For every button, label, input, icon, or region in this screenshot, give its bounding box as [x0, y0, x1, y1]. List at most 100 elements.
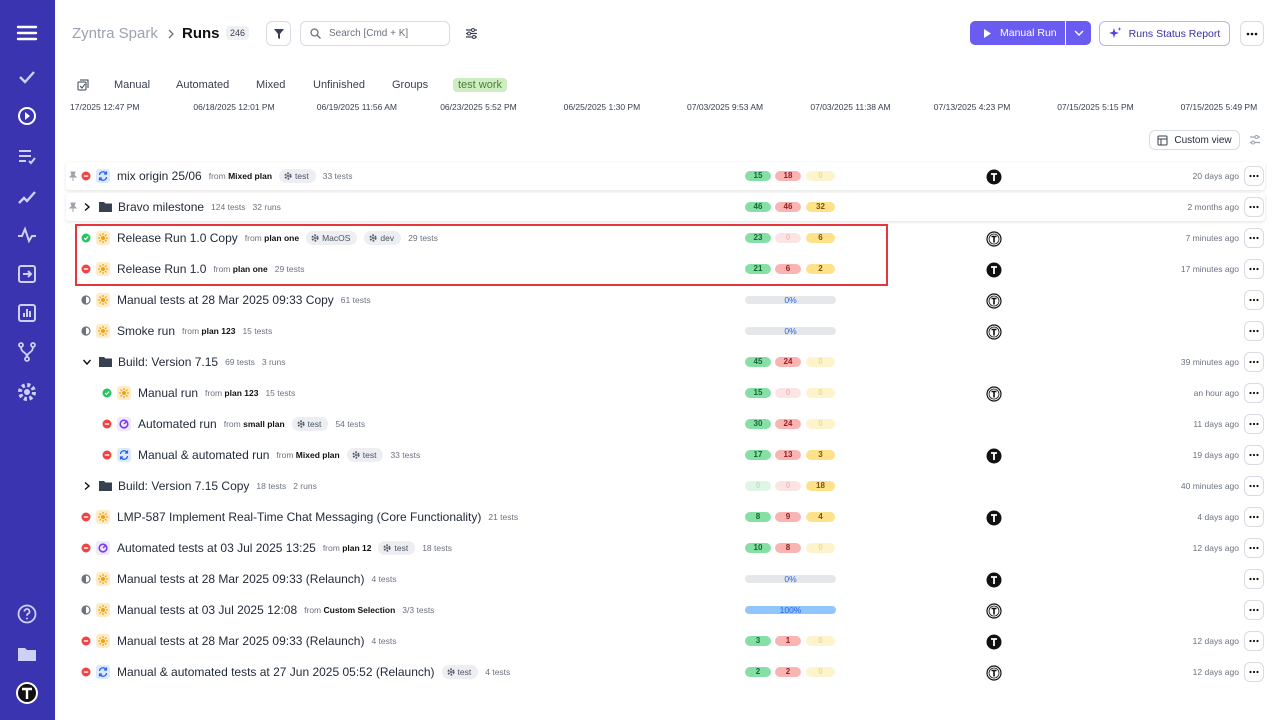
- test-count: 4 tests: [485, 667, 511, 677]
- run-name[interactable]: Automated run: [138, 417, 217, 431]
- row-more-button[interactable]: [1244, 259, 1264, 279]
- row-more-button[interactable]: [1244, 321, 1264, 341]
- run-row[interactable]: Manual & automated tests at 27 Jun 2025 …: [0, 657, 1280, 687]
- user-avatar[interactable]: [15, 681, 39, 705]
- nav-analytics[interactable]: [16, 302, 38, 324]
- collapse-chevron: [82, 359, 92, 366]
- row-info: mix origin 25/06 from Mixed plan test 33 te…: [117, 161, 353, 191]
- header-more-button[interactable]: [1240, 21, 1264, 46]
- run-row[interactable]: mix origin 25/06 from Mixed plan test 33 te…: [0, 161, 1280, 191]
- row-more-button[interactable]: [1244, 166, 1264, 186]
- row-more-button[interactable]: [1244, 445, 1264, 465]
- nav-plans[interactable]: [16, 145, 38, 167]
- run-name[interactable]: Automated tests at 03 Jul 2025 13:25: [117, 541, 316, 555]
- skipped-count: 0: [806, 667, 835, 677]
- tab[interactable]: test work: [453, 78, 508, 92]
- run-row[interactable]: Manual tests at 28 Mar 2025 09:33 Copy 61…: [0, 285, 1280, 315]
- search-box[interactable]: Search [Cmd + K]: [300, 21, 450, 46]
- row-more-button[interactable]: [1244, 662, 1264, 682]
- run-row[interactable]: Manual tests at 28 Mar 2025 09:33 (Relau…: [0, 564, 1280, 594]
- nav-milestones[interactable]: [16, 185, 38, 207]
- run-name[interactable]: Build: Version 7.15: [118, 355, 219, 369]
- run-name[interactable]: Build: Version 7.15 Copy: [118, 479, 250, 493]
- run-row[interactable]: Build: Version 7.15 Copy 18 tests 2 runs 0 0…: [0, 471, 1280, 501]
- run-row[interactable]: Bravo milestone 124 tests 32 runs 46 46 32 2 m…: [0, 192, 1280, 222]
- status-report-button[interactable]: Runs Status Report: [1099, 21, 1230, 46]
- run-name[interactable]: Release Run 1.0 Copy: [117, 231, 238, 245]
- run-name[interactable]: Manual & automated run: [138, 448, 270, 462]
- row-more-button[interactable]: [1244, 507, 1264, 527]
- run-row[interactable]: Release Run 1.0 Copy from plan one MacOS de…: [0, 223, 1280, 253]
- filter-button[interactable]: [266, 21, 291, 46]
- tab[interactable]: Manual: [114, 79, 151, 91]
- run-row[interactable]: Manual & automated run from Mixed plan tes…: [0, 440, 1280, 470]
- row-more-button[interactable]: [1244, 197, 1264, 217]
- run-dropdown[interactable]: [1066, 21, 1091, 45]
- tab[interactable]: Unfinished: [313, 79, 365, 91]
- test-count: 29 tests: [274, 264, 305, 274]
- skipped-count: 18: [806, 481, 835, 491]
- row-more-button[interactable]: [1244, 538, 1264, 558]
- row-more-button[interactable]: [1244, 569, 1264, 589]
- run-name[interactable]: Manual tests at 28 Mar 2025 09:33 (Relau…: [117, 572, 365, 586]
- tab[interactable]: Mixed: [256, 79, 286, 91]
- tab[interactable]: Groups: [392, 79, 429, 91]
- assignee-avatar: [986, 665, 1002, 681]
- more-icon: [1249, 639, 1259, 643]
- nav-settings[interactable]: [16, 381, 38, 403]
- run-name[interactable]: Manual tests at 28 Mar 2025 09:33 (Relau…: [117, 634, 365, 648]
- run-row[interactable]: Manual tests at 28 Mar 2025 09:33 (Relau…: [0, 626, 1280, 656]
- run-source: from small plan: [224, 419, 285, 429]
- custom-view-button[interactable]: Custom view: [1149, 130, 1240, 150]
- project-name[interactable]: Zyntra Spark: [72, 25, 158, 42]
- row-more-button[interactable]: [1244, 476, 1264, 496]
- view-settings-icon[interactable]: [465, 27, 478, 40]
- row-more-button[interactable]: [1244, 600, 1264, 620]
- run-name[interactable]: LMP-587 Implement Real-Time Chat Messagi…: [117, 510, 482, 524]
- row-more-button[interactable]: [1244, 383, 1264, 403]
- skipped-count: 4: [806, 512, 835, 522]
- row-more-button[interactable]: [1244, 352, 1264, 372]
- run-row[interactable]: LMP-587 Implement Real-Time Chat Messagi…: [0, 502, 1280, 532]
- manual-run-button[interactable]: Manual Run: [970, 21, 1065, 45]
- run-row[interactable]: Manual run from plan 123 15 tests 15 0 0 an ho…: [0, 378, 1280, 408]
- tab[interactable]: Automated: [176, 79, 230, 91]
- menu-icon[interactable]: [16, 22, 38, 44]
- row-more-button[interactable]: [1244, 414, 1264, 434]
- run-row[interactable]: Smoke run from plan 123 15 tests 0%: [0, 316, 1280, 346]
- run-name[interactable]: mix origin 25/06: [117, 169, 202, 183]
- column-settings-icon[interactable]: [1249, 134, 1261, 146]
- run-name[interactable]: Manual run: [138, 386, 199, 400]
- row-more-button[interactable]: [1244, 631, 1264, 651]
- nav-runs[interactable]: [16, 105, 38, 127]
- source-plan: plan one: [232, 264, 268, 274]
- run-name[interactable]: Bravo milestone: [118, 200, 205, 214]
- nav-projects[interactable]: [16, 642, 38, 664]
- skipped-count: 0: [806, 171, 835, 181]
- status-failed: [102, 450, 112, 460]
- row-info: Bravo milestone 124 tests 32 runs: [118, 192, 281, 222]
- tabs-icon[interactable]: [77, 79, 89, 91]
- nav-help[interactable]: [16, 603, 38, 625]
- row-more-button[interactable]: [1244, 228, 1264, 248]
- source-plan: plan 123: [224, 388, 259, 398]
- assignee-avatar: [986, 324, 1002, 340]
- run-row[interactable]: Automated run from small plan test 54 tests…: [0, 409, 1280, 439]
- run-name[interactable]: Manual tests at 03 Jul 2025 12:08: [117, 603, 298, 617]
- run-row[interactable]: Build: Version 7.15 69 tests 3 runs 45 24 0 39…: [0, 347, 1280, 377]
- nav-cases[interactable]: [16, 66, 38, 88]
- more-icon: [1249, 329, 1259, 333]
- run-row[interactable]: Release Run 1.0 from plan one 29 tests 21 6 2…: [0, 254, 1280, 284]
- run-name[interactable]: Manual & automated tests at 27 Jun 2025 …: [117, 665, 435, 679]
- row-more-button[interactable]: [1244, 290, 1264, 310]
- nav-imports[interactable]: [16, 263, 38, 285]
- run-name[interactable]: Smoke run: [117, 324, 176, 338]
- run-name[interactable]: Manual tests at 28 Mar 2025 09:33 Copy: [117, 293, 334, 307]
- run-name[interactable]: Release Run 1.0: [117, 262, 207, 276]
- nav-branches[interactable]: [16, 341, 38, 363]
- run-row[interactable]: Manual tests at 03 Jul 2025 12:08 from Cu…: [0, 595, 1280, 625]
- nav-activity[interactable]: [16, 224, 38, 246]
- status-unfinished: [81, 326, 91, 336]
- run-row[interactable]: Automated tests at 03 Jul 2025 13:25 from…: [0, 533, 1280, 563]
- source-prefix: from: [223, 419, 241, 429]
